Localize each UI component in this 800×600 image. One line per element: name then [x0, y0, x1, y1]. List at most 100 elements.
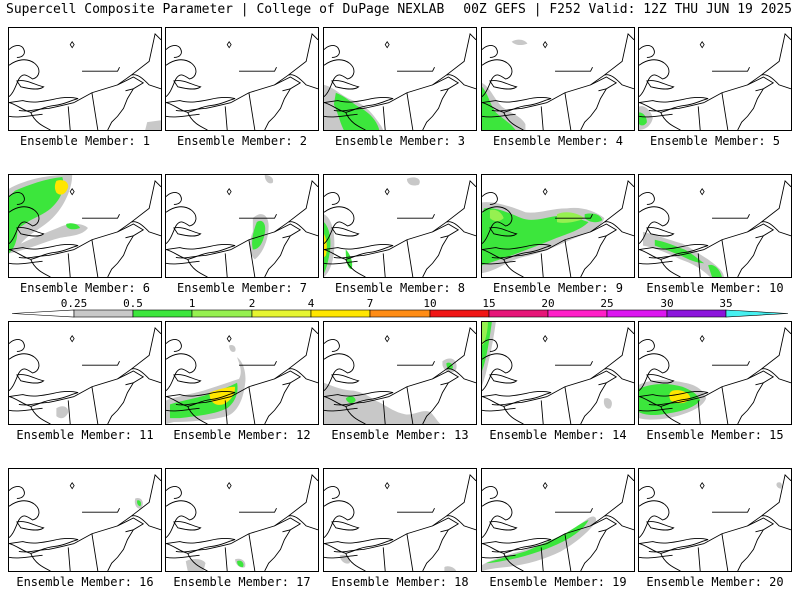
basemap-outline [264, 88, 291, 130]
basemap-outline [264, 529, 291, 571]
colorbar-segment [132, 309, 193, 318]
city-marker-icon [384, 188, 390, 196]
basemap-outline [660, 553, 681, 571]
colorbar-tick-label: 7 [366, 297, 374, 310]
basemap-outline [503, 112, 524, 130]
city-marker-icon [542, 335, 548, 343]
basemap-outline [721, 239, 729, 277]
basemap-outline [324, 97, 394, 113]
panel-map [324, 177, 476, 277]
basemap-outline [503, 553, 524, 571]
basemap-outline [703, 32, 791, 103]
ensemble-member-label: Ensemble Member: 13 [331, 428, 469, 442]
basemap-outline [91, 533, 99, 571]
scp-shading [444, 566, 457, 571]
city-marker-icon [226, 41, 232, 49]
basemap-outline [18, 396, 75, 406]
basemap-outline [747, 76, 775, 92]
basemap-outline [166, 244, 236, 260]
basemap-outline [737, 382, 764, 424]
basemap-outline [639, 260, 673, 265]
scp-shading [324, 382, 441, 424]
scp-shading [603, 398, 612, 409]
basemap-outline [639, 353, 670, 391]
ensemble-member-label: Ensemble Member: 7 [176, 281, 308, 295]
basemap-outline [117, 517, 145, 533]
basemap-outline [482, 554, 516, 559]
city-marker-icon [384, 335, 390, 343]
basemap-outline [432, 223, 460, 239]
colorbar-tick-label: 10 [423, 297, 437, 310]
city-marker-icon [384, 482, 390, 490]
basemap-outline [540, 253, 544, 277]
basemap-outline [639, 538, 709, 554]
colorbar-tick-label: 15 [482, 297, 496, 310]
basemap-outline [482, 45, 498, 58]
basemap-outline [747, 370, 775, 386]
basemap-outline [30, 553, 51, 571]
basemap-outline [604, 368, 634, 384]
basemap-outline [67, 547, 71, 571]
basemap-outline [117, 370, 145, 386]
basemap-outline [489, 80, 518, 90]
basemap-outline [482, 353, 513, 391]
basemap-outline [345, 406, 366, 424]
basemap-outline [388, 32, 476, 103]
city-marker-icon [542, 188, 548, 196]
basemap-outline [175, 396, 232, 406]
map-title: Supercell Composite Parameter | College … [6, 2, 445, 17]
basemap-outline [432, 370, 460, 386]
ensemble-member-label: Ensemble Member: 6 [19, 281, 151, 295]
basemap-outline [482, 339, 498, 352]
ensemble-member-label: Ensemble Member: 5 [649, 134, 781, 148]
basemap-outline [639, 45, 655, 58]
basemap-outline [9, 407, 43, 412]
basemap-outline [274, 223, 302, 239]
basemap-outline [18, 102, 75, 112]
basemap-outline [388, 473, 476, 544]
basemap-outline [382, 106, 386, 130]
basemap-outline [648, 396, 705, 406]
basemap-outline [107, 235, 134, 277]
basemap-outline [482, 97, 552, 113]
basemap-outline [639, 206, 670, 244]
ensemble-member-label: Ensemble Member: 1 [19, 134, 151, 148]
panel-map [482, 32, 634, 130]
ensemble-panel [638, 174, 792, 278]
basemap-outline [166, 407, 200, 412]
basemap-outline [721, 533, 729, 571]
basemap-outline [333, 102, 390, 112]
panel-map [166, 175, 318, 277]
basemap-outline [67, 106, 71, 130]
basemap-outline [117, 223, 145, 239]
basemap-outline [324, 486, 340, 499]
scp-shading [229, 345, 236, 352]
scp-shading [324, 222, 331, 274]
basemap-outline [324, 45, 340, 58]
basemap-outline [9, 97, 79, 113]
basemap-outline [131, 368, 161, 384]
ensemble-member-label: Ensemble Member: 2 [176, 134, 308, 148]
basemap-outline [248, 386, 256, 424]
basemap-outline [230, 179, 318, 250]
basemap-outline [331, 227, 360, 237]
basemap-outline [489, 521, 518, 531]
scp-shading [584, 213, 603, 223]
basemap-outline [30, 259, 51, 277]
basemap-outline [173, 521, 202, 531]
scp-shading [56, 406, 69, 419]
basemap-outline [639, 113, 673, 118]
ensemble-panel [8, 27, 162, 131]
basemap-outline [382, 547, 386, 571]
basemap-outline [639, 407, 673, 412]
ensemble-panel [165, 174, 319, 278]
ensemble-panel [323, 174, 477, 278]
basemap-outline [82, 67, 120, 72]
basemap-outline [9, 538, 79, 554]
basemap-outline [131, 74, 161, 90]
colorbar-over-arrow [725, 309, 789, 318]
basemap-outline [482, 206, 513, 244]
basemap-outline [166, 192, 182, 205]
panel-map [639, 32, 791, 130]
basemap-outline [639, 59, 670, 97]
